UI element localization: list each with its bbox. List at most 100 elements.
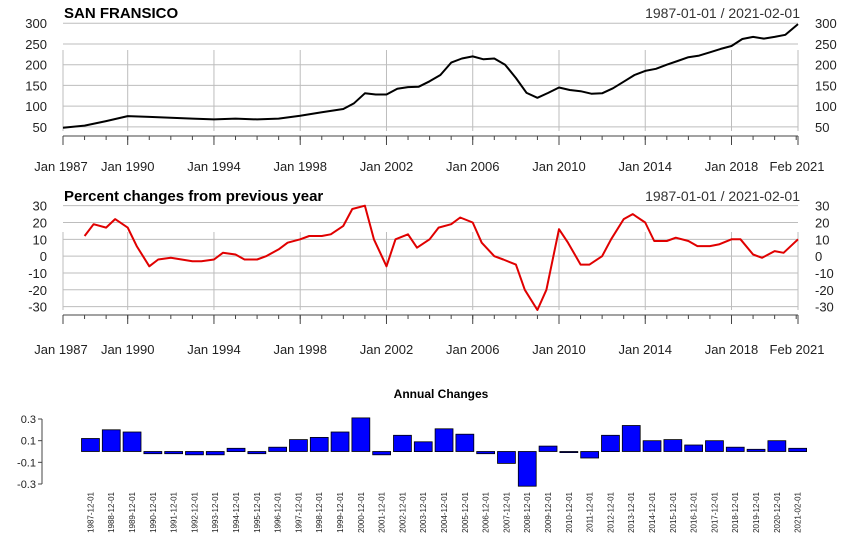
percent-xtick-label: Jan 2002 [360,342,414,357]
percent-ytick-label-left: 0 [40,249,47,264]
price-xtick-label: Jan 1994 [187,159,241,174]
annual-change-bar [642,440,662,452]
annual-category-label: 1991-12-01 [170,491,179,532]
annual-category-label: 2002-12-01 [398,491,407,532]
percent-ytick-label-right: 30 [815,199,829,214]
price-ytick-label-right: 250 [815,37,837,52]
percent-xtick-label: Feb 2021 [770,342,825,357]
annual-category-label: 2012-12-01 [606,491,615,532]
price-index-panel: 50 50 100 100 150 150 200 200 250 250 300 300 Jan 19… [25,5,836,174]
price-chart-title: SAN FRANSICO [64,5,179,22]
price-ytick-label-left: 300 [25,16,47,31]
annual-category-label: 2003-12-01 [419,491,428,532]
annual-category-label: 1995-12-01 [253,491,262,532]
annual-change-bar [434,428,454,452]
price-date-range: 1987-01-01 / 2021-02-01 [645,5,800,21]
annual-category-label: 2001-12-01 [378,491,387,532]
annual-category-label: 2006-12-01 [482,491,491,532]
annual-category-label: 1989-12-01 [128,491,137,532]
annual-change-bar [185,451,204,456]
annual-category-label: 1997-12-01 [294,491,303,532]
annual-change-bar [309,436,329,452]
annual-change-bar [81,438,100,452]
percent-xtick-label: Jan 1987 [34,342,88,357]
percent-ytick-label-left: 10 [33,232,47,247]
percent-series [83,204,799,311]
annual-change-bar [705,440,724,452]
annual-change-bar [580,451,600,459]
annual-category-label: 2018-12-01 [731,491,740,532]
annual-category-label: 2009-12-01 [544,491,553,532]
percent-date-range: 1987-01-01 / 2021-02-01 [645,188,800,204]
price-xtick-label: Jan 1990 [101,159,155,174]
price-series [62,23,799,129]
percent-ytick-label-left: -10 [28,266,47,281]
annual-category-label: 2000-12-01 [357,491,366,532]
annual-change-bar [289,439,308,452]
annual-change-bar [101,429,121,452]
annual-category-label: 1996-12-01 [274,491,283,532]
annual-change-bar [725,446,745,452]
price-ytick-label-right: 50 [815,120,829,135]
annual-category-label: 2010-12-01 [565,491,574,532]
percent-xtick-label: Jan 2018 [705,342,759,357]
percent-ytick-label-right: -20 [815,283,834,298]
annual-category-label: 2016-12-01 [690,491,699,532]
annual-change-bar [601,434,620,452]
price-ytick-label-left: 50 [33,120,47,135]
annual-category-label: 2004-12-01 [440,491,449,532]
percent-ytick-label-left: 30 [33,199,47,214]
annual-change-bar [143,451,163,455]
annual-change-bar [538,445,558,452]
annual-change-bar [372,451,392,456]
price-xtick-label: Jan 2010 [532,159,586,174]
price-ytick-label-left: 250 [25,37,47,52]
annual-category-label: 2011-12-01 [586,491,595,532]
percent-ytick-label-right: -30 [815,300,834,315]
annual-change-bar [330,431,350,452]
annual-change-bar [413,441,433,452]
annual-change-bar [788,447,808,452]
annual-change-bar [268,446,288,452]
annual-change-bar [746,448,766,452]
annual-change-bar [663,439,683,452]
annual-category-labels: 1987-12-01 1988-12-01 1989-12-01 1990-12-01… [86,491,802,532]
price-ytick-label-right: 150 [815,78,837,93]
annual-change-bar [393,434,412,452]
annual-category-label: 1988-12-01 [107,491,116,532]
percent-ytick-label-right: 0 [815,249,822,264]
annual-category-label: 2017-12-01 [710,491,719,532]
annual-category-label: 1999-12-01 [336,491,345,532]
percent-ytick-label-left: -30 [28,300,47,315]
annual-category-label: 2019-12-01 [752,491,761,532]
annual-change-bar [205,451,225,456]
annual-axes: 0.3 0.1 -0.1 -0.3 [17,414,43,491]
annual-category-label: 2015-12-01 [669,491,678,532]
annual-change-bar [226,447,246,452]
price-xtick-label: Feb 2021 [770,159,825,174]
percent-xtick-label: Jan 2006 [446,342,500,357]
price-xtick-label: Jan 1998 [273,159,327,174]
annual-ytick-label: 0.3 [21,414,36,426]
annual-category-label: 2014-12-01 [648,491,657,532]
percent-series-line [83,204,799,311]
annual-change-bar [476,451,496,455]
price-xtick-label: Jan 2014 [618,159,672,174]
annual-change-bar [247,451,267,455]
annual-ytick-label: 0.1 [21,436,36,448]
percent-ytick-label-left: 20 [33,216,47,231]
percent-ytick-label-right: -10 [815,266,834,281]
percent-xtick-label: Jan 2010 [532,342,586,357]
annual-changes-title: Annual Changes [394,387,489,401]
annual-ytick-label: -0.3 [17,479,36,491]
percent-ytick-label-left: -20 [28,283,47,298]
annual-category-label: 1987-12-01 [86,491,95,532]
annual-category-label: 2007-12-01 [502,491,511,532]
price-series-line [62,23,799,129]
price-ytick-label-right: 300 [815,16,837,31]
annual-category-label: 2008-12-01 [523,491,532,532]
percent-chart-title: Percent changes from previous year [64,188,323,205]
annual-category-label: 1994-12-01 [232,491,241,532]
